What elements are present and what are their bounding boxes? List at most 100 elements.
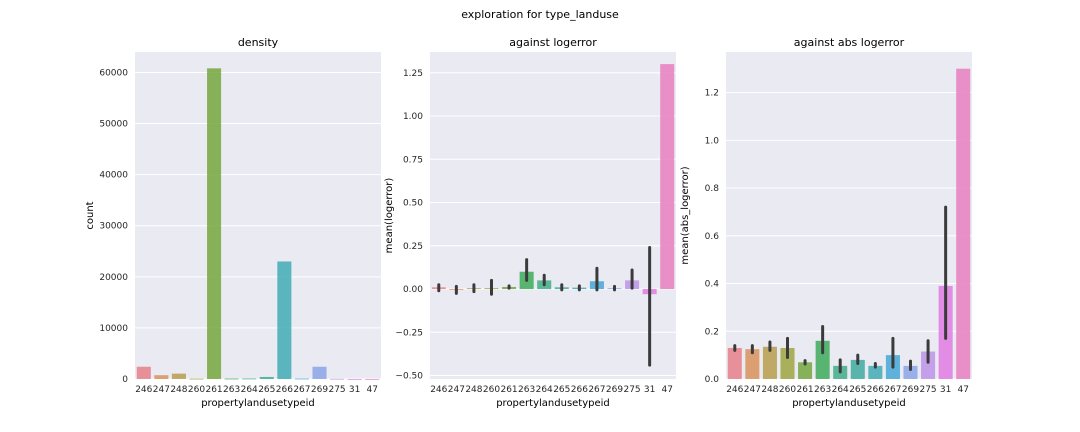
- bar-266: [277, 261, 292, 379]
- y-axis-label: mean(abs_logerror): [680, 166, 691, 264]
- bar-263: [224, 378, 239, 380]
- x-tick-label: 31: [644, 385, 655, 395]
- y-tick-label: 0.50: [403, 199, 423, 209]
- bar-261: [798, 362, 813, 379]
- y-tick-label: 50000: [99, 120, 128, 130]
- y-tick-label: −0.50: [395, 372, 423, 382]
- x-tick-label: 47: [957, 385, 968, 395]
- x-tick-label: 265: [258, 385, 275, 395]
- x-tick-label: 246: [430, 385, 447, 395]
- bar-264: [242, 378, 257, 380]
- bar-246: [727, 347, 742, 379]
- x-tick-label: 248: [170, 385, 187, 395]
- chart-panel-2: −0.50 −0.25 0.00 0.25 0.50 0.75 1.00 1.25 246 247…: [384, 36, 676, 409]
- x-tick-label: 248: [761, 385, 778, 395]
- x-tick-label: 261: [205, 385, 222, 395]
- bar-263: [815, 340, 830, 379]
- bar-269: [312, 366, 327, 379]
- panel-title: density: [238, 36, 279, 49]
- x-tick-label: 31: [349, 385, 360, 395]
- x-tick-label: 263: [814, 385, 831, 395]
- x-tick-label: 246: [135, 385, 152, 395]
- bar-266: [868, 365, 883, 379]
- x-tick-label: 269: [311, 385, 328, 395]
- y-tick-label: −0.25: [395, 328, 423, 338]
- x-tick-label: 266: [276, 385, 293, 395]
- bar-246: [136, 366, 151, 379]
- x-tick-label: 248: [465, 385, 482, 395]
- panel-title: against abs logerror: [794, 36, 905, 49]
- y-tick-label: 60000: [99, 68, 128, 78]
- y-tick-label: 30000: [99, 222, 128, 232]
- figure-suptitle: exploration for type_landuse: [461, 8, 619, 21]
- y-tick-label: 40000: [99, 171, 128, 181]
- y-tick-label: 0: [122, 375, 128, 385]
- x-tick-label: 47: [661, 385, 672, 395]
- x-tick-label: 263: [518, 385, 535, 395]
- y-tick-label: 0.0: [705, 375, 720, 385]
- x-tick-label: 47: [366, 385, 377, 395]
- x-axis-label: propertylandusetypeid: [201, 398, 315, 409]
- bar-261: [207, 68, 222, 379]
- x-tick-label: 267: [293, 385, 310, 395]
- x-tick-label: 264: [832, 385, 849, 395]
- y-axis-label: count: [85, 201, 96, 229]
- x-tick-label: 275: [919, 385, 936, 395]
- x-tick-label: 31: [940, 385, 951, 395]
- x-tick-label: 267: [588, 385, 605, 395]
- bar-265: [850, 359, 865, 379]
- x-tick-label: 247: [153, 385, 170, 395]
- bar-275: [921, 351, 936, 379]
- plot-area: [135, 52, 381, 379]
- bar-47: [365, 378, 380, 380]
- plot-area: [430, 52, 676, 379]
- bar-275: [330, 378, 345, 380]
- x-tick-label: 266: [867, 385, 884, 395]
- y-tick-label: 1.00: [403, 112, 423, 122]
- x-tick-label: 246: [726, 385, 743, 395]
- bar-260: [780, 347, 795, 379]
- y-tick-label: 0.8: [705, 184, 720, 194]
- bar-47: [956, 68, 971, 379]
- x-tick-label: 247: [744, 385, 761, 395]
- bar-260: [189, 378, 204, 380]
- x-tick-label: 266: [571, 385, 588, 395]
- y-axis-label: mean(logerror): [384, 178, 395, 254]
- x-tick-label: 267: [884, 385, 901, 395]
- x-tick-label: 265: [553, 385, 570, 395]
- y-tick-label: 0.6: [705, 232, 720, 242]
- y-tick-label: 0.4: [705, 280, 720, 290]
- bar-269: [903, 365, 918, 379]
- x-axis-label: propertylandusetypeid: [792, 398, 906, 409]
- x-tick-label: 275: [623, 385, 640, 395]
- y-tick-label: 10000: [99, 324, 128, 334]
- bar-265: [259, 376, 274, 379]
- y-tick-label: 0.00: [403, 285, 423, 295]
- y-tick-label: 0.75: [403, 155, 423, 165]
- bar-247: [745, 349, 760, 379]
- x-axis-label: propertylandusetypeid: [496, 398, 610, 409]
- y-tick-label: 1.0: [705, 136, 720, 146]
- x-tick-label: 265: [849, 385, 866, 395]
- y-tick-label: 1.25: [403, 69, 423, 79]
- x-tick-label: 247: [448, 385, 465, 395]
- bar-267: [294, 378, 309, 380]
- bar-31: [347, 378, 362, 380]
- plot-area: [726, 52, 972, 379]
- x-tick-label: 269: [902, 385, 919, 395]
- bar-47: [660, 64, 675, 290]
- x-tick-label: 260: [483, 385, 500, 395]
- y-tick-label: 0.2: [705, 327, 719, 337]
- bar-248: [171, 373, 186, 379]
- x-tick-label: 260: [188, 385, 205, 395]
- x-tick-label: 264: [241, 385, 258, 395]
- y-tick-label: 1.2: [705, 89, 719, 99]
- x-tick-label: 263: [223, 385, 240, 395]
- panel-title: against logerror: [509, 36, 597, 49]
- bar-247: [154, 375, 169, 379]
- chart-panel-1: 0 10000 20000 30000 40000 50000 60000 246 247 248…: [85, 36, 381, 409]
- x-tick-label: 269: [606, 385, 623, 395]
- y-tick-label: 0.25: [403, 242, 423, 252]
- x-tick-label: 261: [500, 385, 517, 395]
